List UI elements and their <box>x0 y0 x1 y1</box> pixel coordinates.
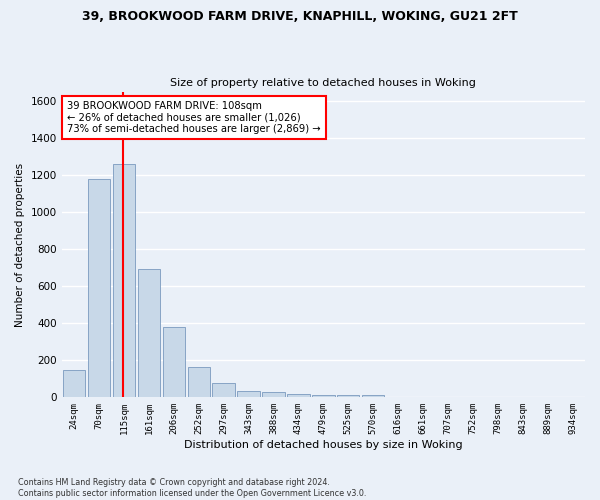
Bar <box>113 164 135 398</box>
Bar <box>212 382 235 398</box>
X-axis label: Distribution of detached houses by size in Woking: Distribution of detached houses by size … <box>184 440 463 450</box>
Title: Size of property relative to detached houses in Woking: Size of property relative to detached ho… <box>170 78 476 88</box>
Text: Contains HM Land Registry data © Crown copyright and database right 2024.
Contai: Contains HM Land Registry data © Crown c… <box>18 478 367 498</box>
Bar <box>362 395 385 398</box>
Bar <box>337 394 359 398</box>
Y-axis label: Number of detached properties: Number of detached properties <box>15 162 25 326</box>
Bar <box>88 178 110 398</box>
Text: 39 BROOKWOOD FARM DRIVE: 108sqm
← 26% of detached houses are smaller (1,026)
73%: 39 BROOKWOOD FARM DRIVE: 108sqm ← 26% of… <box>67 100 320 134</box>
Bar <box>188 367 210 398</box>
Bar <box>262 392 285 398</box>
Bar <box>287 394 310 398</box>
Bar <box>238 391 260 398</box>
Text: 39, BROOKWOOD FARM DRIVE, KNAPHILL, WOKING, GU21 2FT: 39, BROOKWOOD FARM DRIVE, KNAPHILL, WOKI… <box>82 10 518 23</box>
Bar <box>63 370 85 398</box>
Bar <box>163 327 185 398</box>
Bar <box>312 394 335 398</box>
Bar <box>137 270 160 398</box>
